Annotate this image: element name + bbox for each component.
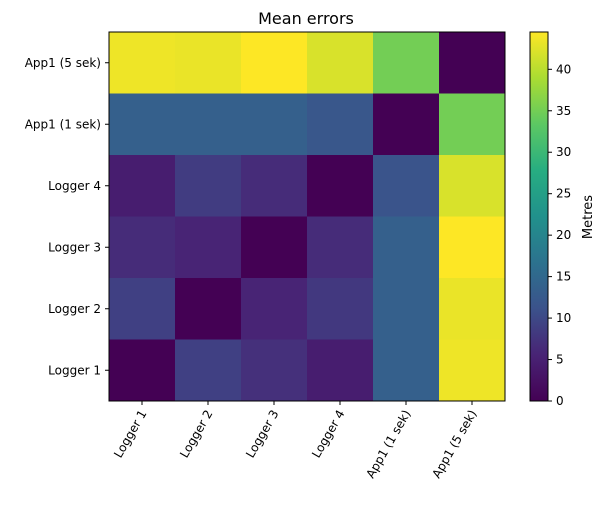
colorbar-tick-label: 20 bbox=[556, 228, 571, 242]
heatmap-cell bbox=[109, 278, 176, 340]
heatmap-cell bbox=[175, 278, 242, 340]
heatmap-cell bbox=[109, 155, 176, 217]
heatmap-cell bbox=[307, 93, 374, 156]
colorbar-tick-label: 5 bbox=[556, 353, 564, 367]
heatmap-cell bbox=[373, 93, 440, 156]
heatmap-cell bbox=[175, 216, 242, 279]
heatmap-cell bbox=[373, 155, 440, 217]
heatmap-cell bbox=[373, 32, 440, 94]
heatmap-cell bbox=[241, 216, 308, 279]
colorbar-tick-label: 0 bbox=[556, 394, 564, 408]
heatmap-cell bbox=[175, 32, 242, 94]
heatmap-cell bbox=[241, 155, 308, 217]
x-axis: Logger 1 Logger 2 Logger 3 Logger 4 App1 (1 … bbox=[111, 401, 480, 481]
x-tick-label: Logger 2 bbox=[177, 408, 216, 461]
x-tick-label: Logger 4 bbox=[309, 408, 348, 461]
heatmap-cell bbox=[439, 339, 506, 402]
heatmap-cell bbox=[307, 32, 374, 94]
x-tick-label: App1 (1 sek) bbox=[363, 408, 413, 481]
colorbar-label: Metres bbox=[581, 195, 596, 239]
heatmap-cell bbox=[439, 155, 506, 217]
heatmap-cell bbox=[439, 216, 506, 279]
heatmap-cell bbox=[175, 339, 242, 402]
colorbar-tick-label: 35 bbox=[556, 104, 571, 118]
heatmap-cell bbox=[241, 93, 308, 156]
heatmap-cell bbox=[373, 278, 440, 340]
heatmap-cell bbox=[109, 216, 176, 279]
heatmap-cells bbox=[109, 32, 506, 402]
heatmap-cell bbox=[109, 32, 176, 94]
y-tick-label: App1 (5 sek) bbox=[25, 56, 101, 70]
chart-title: Mean errors bbox=[258, 9, 354, 28]
y-tick-label: App1 (1 sek) bbox=[25, 117, 101, 131]
heatmap-cell bbox=[175, 93, 242, 156]
heatmap-cell bbox=[307, 278, 374, 340]
heatmap-cell bbox=[241, 278, 308, 340]
y-tick-label: Logger 1 bbox=[48, 363, 101, 377]
heatmap-cell bbox=[241, 32, 308, 94]
y-tick-label: Logger 4 bbox=[48, 179, 101, 193]
y-tick-label: Logger 3 bbox=[48, 240, 101, 254]
heatmap-cell bbox=[109, 339, 176, 402]
heatmap-cell bbox=[307, 155, 374, 217]
y-tick-label: Logger 2 bbox=[48, 302, 101, 316]
colorbar bbox=[529, 31, 549, 402]
x-tick-label: Logger 1 bbox=[111, 408, 150, 461]
x-tick-label: App1 (5 sek) bbox=[429, 408, 479, 481]
heatmap-cell bbox=[439, 93, 506, 156]
x-tick-label: Logger 3 bbox=[243, 408, 282, 461]
heatmap-cell bbox=[307, 216, 374, 279]
heatmap-cell bbox=[439, 32, 506, 94]
colorbar-ticks: 0 5 10 15 20 25 30 35 40 bbox=[548, 62, 571, 408]
y-axis: App1 (5 sek) App1 (1 sek) Logger 4 Logger 3… bbox=[25, 56, 109, 377]
heatmap-cell bbox=[373, 216, 440, 279]
heatmap-cell bbox=[175, 155, 242, 217]
plot-frame bbox=[108, 31, 506, 402]
heatmap-cell bbox=[109, 93, 176, 156]
heatmap-cell bbox=[373, 339, 440, 402]
colorbar-tick-label: 40 bbox=[556, 62, 571, 76]
heatmap-cell bbox=[307, 339, 374, 402]
heatmap-cell bbox=[241, 339, 308, 402]
colorbar-tick-label: 15 bbox=[556, 270, 571, 284]
colorbar-tick-label: 25 bbox=[556, 187, 571, 201]
colorbar-tick-label: 10 bbox=[556, 311, 571, 325]
heatmap-cell bbox=[439, 278, 506, 340]
colorbar-tick-label: 30 bbox=[556, 145, 571, 159]
